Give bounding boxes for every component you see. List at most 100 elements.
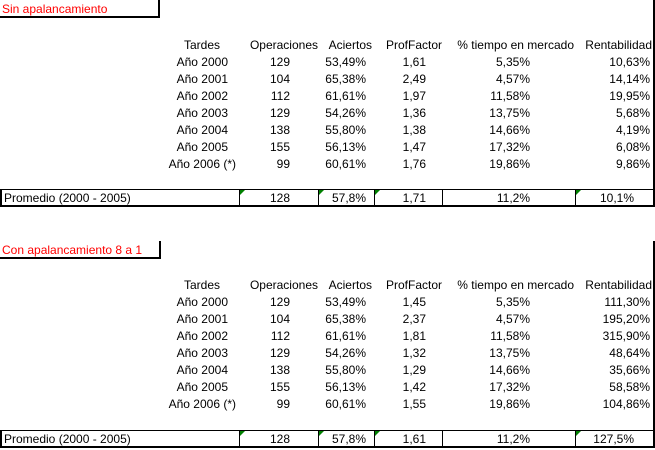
- cell-tiempo-mercado[interactable]: 17,32%: [489, 380, 530, 394]
- cell-rentabilidad[interactable]: 104,86%: [602, 397, 650, 411]
- cell-tiempo-mercado[interactable]: 4,57%: [495, 72, 530, 86]
- section-title[interactable]: Sin apalancamiento: [0, 0, 160, 18]
- cell-rentabilidad[interactable]: 14,14%: [609, 72, 650, 86]
- cell-rentabilidad[interactable]: 19,95%: [609, 89, 650, 103]
- cell-rentabilidad[interactable]: 10,63%: [609, 55, 650, 69]
- cell-tiempo-mercado[interactable]: 11,58%: [490, 89, 530, 103]
- row-label[interactable]: Año 2002: [176, 89, 228, 103]
- average-tiempo-mercado[interactable]: 11,2%: [496, 191, 530, 205]
- cell-aciertos[interactable]: 61,61%: [325, 329, 366, 343]
- cell-proffactor[interactable]: 2,37: [402, 312, 426, 326]
- cell-operaciones[interactable]: 104: [269, 312, 290, 326]
- cell-tiempo-mercado[interactable]: 14,66%: [489, 363, 530, 377]
- average-rentabilidad[interactable]: 127,5%: [593, 432, 634, 446]
- cell-aciertos[interactable]: 65,38%: [325, 72, 366, 86]
- average-operaciones[interactable]: 128: [269, 432, 290, 446]
- row-label[interactable]: Año 2000: [176, 295, 228, 309]
- cell-rentabilidad[interactable]: 35,66%: [609, 363, 650, 377]
- header-operaciones[interactable]: Operaciones: [249, 278, 318, 292]
- cell-proffactor[interactable]: 1,42: [402, 380, 426, 394]
- cell-proffactor[interactable]: 1,38: [402, 123, 426, 137]
- average-proffactor[interactable]: 1,71: [402, 191, 426, 205]
- header-tardes[interactable]: Tardes: [183, 278, 221, 292]
- header-operaciones[interactable]: Operaciones: [249, 38, 318, 52]
- cell-operaciones[interactable]: 99: [276, 157, 290, 171]
- cell-operaciones[interactable]: 129: [269, 55, 290, 69]
- cell-aciertos[interactable]: 53,49%: [325, 295, 366, 309]
- cell-rentabilidad[interactable]: 5,68%: [615, 106, 650, 120]
- cell-proffactor[interactable]: 2,49: [402, 72, 426, 86]
- cell-rentabilidad[interactable]: 6,08%: [615, 140, 650, 154]
- header-proffactor[interactable]: ProfFactor: [385, 278, 442, 292]
- header-aciertos[interactable]: Aciertos: [328, 278, 372, 292]
- cell-rentabilidad[interactable]: 315,90%: [602, 329, 650, 343]
- cell-rentabilidad[interactable]: 195,20%: [602, 312, 650, 326]
- row-label[interactable]: Año 2001: [176, 312, 228, 326]
- header-rentabilidad[interactable]: Rentabilidad: [585, 278, 652, 292]
- cell-operaciones[interactable]: 129: [269, 295, 290, 309]
- cell-rentabilidad[interactable]: 4,19%: [615, 123, 650, 137]
- average-aciertos[interactable]: 57,8%: [331, 191, 366, 205]
- cell-operaciones[interactable]: 112: [270, 329, 290, 343]
- cell-operaciones[interactable]: 155: [269, 380, 290, 394]
- cell-operaciones[interactable]: 129: [269, 106, 290, 120]
- average-aciertos[interactable]: 57,8%: [331, 432, 366, 446]
- cell-rentabilidad[interactable]: 9,86%: [615, 157, 650, 171]
- cell-proffactor[interactable]: 1,47: [402, 140, 426, 154]
- cell-tiempo-mercado[interactable]: 17,32%: [489, 140, 530, 154]
- cell-aciertos[interactable]: 54,26%: [325, 106, 366, 120]
- section-title[interactable]: Con apalancamiento 8 a 1: [0, 241, 161, 259]
- row-label[interactable]: Año 2004: [176, 123, 228, 137]
- row-label[interactable]: Año 2003: [176, 346, 228, 360]
- average-proffactor[interactable]: 1,61: [402, 432, 426, 446]
- average-label[interactable]: Promedio (2000 - 2005): [4, 191, 131, 205]
- cell-proffactor[interactable]: 1,76: [402, 157, 426, 171]
- row-label[interactable]: Año 2006 (*): [168, 397, 236, 411]
- cell-tiempo-mercado[interactable]: 14,66%: [489, 123, 530, 137]
- cell-proffactor[interactable]: 1,36: [402, 106, 426, 120]
- cell-aciertos[interactable]: 53,49%: [325, 55, 366, 69]
- average-rentabilidad[interactable]: 10,1%: [599, 191, 634, 205]
- cell-aciertos[interactable]: 56,13%: [325, 380, 366, 394]
- cell-aciertos[interactable]: 65,38%: [325, 312, 366, 326]
- header-tiempo-mercado[interactable]: % tiempo en mercado: [457, 278, 574, 292]
- cell-operaciones[interactable]: 138: [269, 363, 290, 377]
- header-aciertos[interactable]: Aciertos: [328, 38, 372, 52]
- cell-aciertos[interactable]: 55,80%: [325, 363, 366, 377]
- cell-tiempo-mercado[interactable]: 11,58%: [490, 329, 530, 343]
- cell-operaciones[interactable]: 112: [270, 89, 290, 103]
- cell-tiempo-mercado[interactable]: 13,75%: [489, 346, 530, 360]
- header-rentabilidad[interactable]: Rentabilidad: [585, 38, 652, 52]
- cell-tiempo-mercado[interactable]: 4,57%: [495, 312, 530, 326]
- average-label[interactable]: Promedio (2000 - 2005): [4, 432, 131, 446]
- row-label[interactable]: Año 2005: [176, 140, 228, 154]
- cell-tiempo-mercado[interactable]: 19,86%: [489, 157, 530, 171]
- cell-operaciones[interactable]: 138: [269, 123, 290, 137]
- cell-proffactor[interactable]: 1,61: [402, 55, 426, 69]
- row-label[interactable]: Año 2005: [176, 380, 228, 394]
- cell-rentabilidad[interactable]: 111,30%: [604, 295, 650, 309]
- row-label[interactable]: Año 2004: [176, 363, 228, 377]
- header-proffactor[interactable]: ProfFactor: [385, 38, 442, 52]
- row-label[interactable]: Año 2006 (*): [168, 157, 236, 171]
- row-label[interactable]: Año 2001: [176, 72, 228, 86]
- row-label[interactable]: Año 2002: [176, 329, 228, 343]
- cell-operaciones[interactable]: 99: [276, 397, 290, 411]
- row-label[interactable]: Año 2003: [176, 106, 228, 120]
- cell-proffactor[interactable]: 1,97: [402, 89, 426, 103]
- cell-tiempo-mercado[interactable]: 13,75%: [489, 106, 530, 120]
- cell-proffactor[interactable]: 1,29: [402, 363, 426, 377]
- cell-proffactor[interactable]: 1,45: [402, 295, 426, 309]
- cell-tiempo-mercado[interactable]: 19,86%: [489, 397, 530, 411]
- cell-operaciones[interactable]: 155: [269, 140, 290, 154]
- average-operaciones[interactable]: 128: [269, 191, 290, 205]
- cell-aciertos[interactable]: 55,80%: [325, 123, 366, 137]
- average-tiempo-mercado[interactable]: 11,2%: [496, 432, 530, 446]
- cell-proffactor[interactable]: 1,55: [402, 397, 426, 411]
- cell-aciertos[interactable]: 56,13%: [325, 140, 366, 154]
- cell-tiempo-mercado[interactable]: 5,35%: [495, 295, 530, 309]
- cell-aciertos[interactable]: 60,61%: [325, 157, 366, 171]
- cell-proffactor[interactable]: 1,32: [402, 346, 426, 360]
- cell-aciertos[interactable]: 54,26%: [325, 346, 366, 360]
- cell-operaciones[interactable]: 104: [269, 72, 290, 86]
